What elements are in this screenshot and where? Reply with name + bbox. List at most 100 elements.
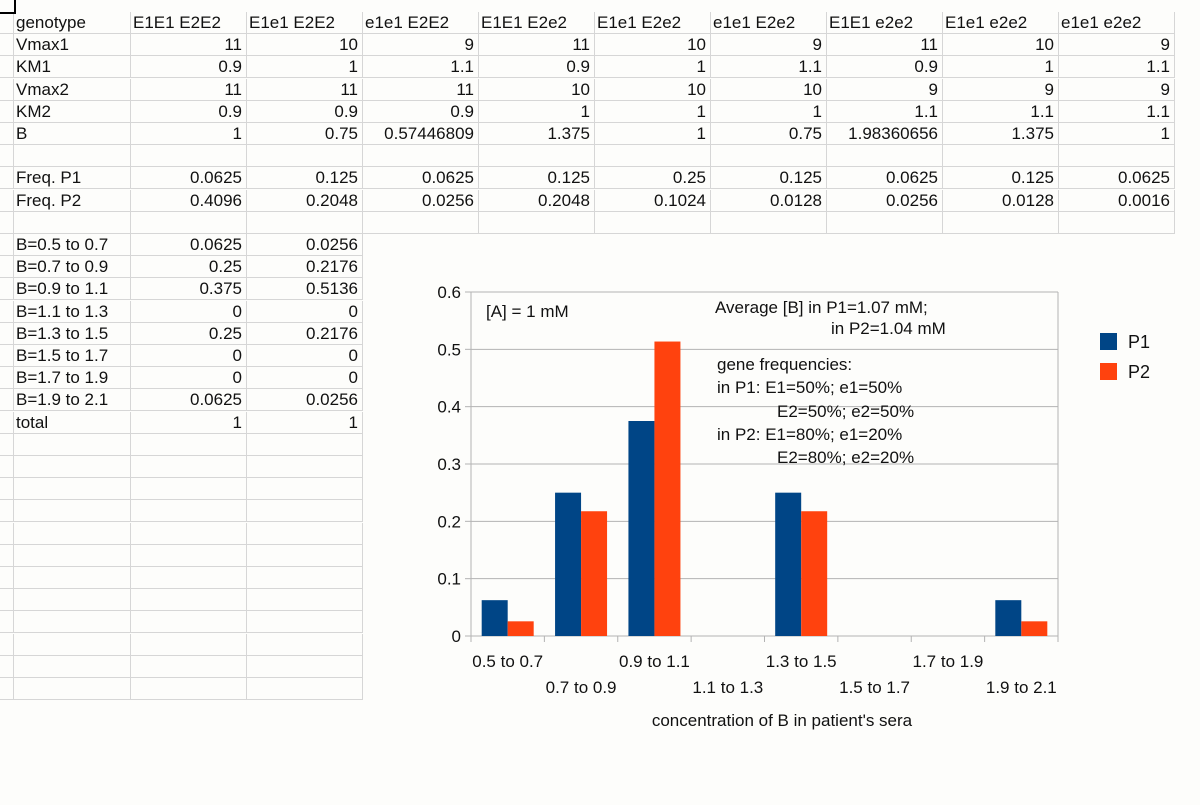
row-header-cell[interactable]	[0, 678, 14, 700]
cell[interactable]: 1	[711, 100, 827, 123]
cell[interactable]	[14, 655, 131, 678]
row-header-cell[interactable]	[0, 589, 14, 612]
cell[interactable]: 1.1	[1059, 56, 1175, 79]
cell[interactable]: 10	[479, 78, 595, 101]
cell[interactable]: KM2	[14, 100, 131, 123]
cell[interactable]: 10	[943, 34, 1059, 57]
row-header-cell[interactable]	[0, 211, 14, 234]
cell[interactable]	[827, 211, 943, 234]
cell[interactable]: 9	[1059, 34, 1175, 57]
cell[interactable]: 10	[711, 78, 827, 101]
cell[interactable]: 0.0625	[363, 167, 479, 190]
cell[interactable]: 0.9	[827, 56, 943, 79]
cell[interactable]	[131, 655, 247, 678]
cell[interactable]: 9	[711, 34, 827, 57]
cell[interactable]	[131, 589, 247, 612]
cell[interactable]: 0.0128	[711, 189, 827, 212]
cell[interactable]: KM1	[14, 56, 131, 79]
cell[interactable]: 11	[363, 78, 479, 101]
row-header-cell[interactable]	[0, 433, 14, 456]
row-header-cell[interactable]	[0, 389, 14, 412]
row-header-cell[interactable]	[0, 167, 14, 190]
cell[interactable]	[131, 145, 247, 168]
cell[interactable]: 0.9	[131, 100, 247, 123]
cell[interactable]	[14, 611, 131, 634]
cell[interactable]: 1.1	[1059, 100, 1175, 123]
cell[interactable]: E1e1 E2E2	[247, 12, 363, 34]
cell[interactable]	[14, 589, 131, 612]
row-header-cell[interactable]	[0, 234, 14, 256]
cell[interactable]	[131, 433, 247, 456]
cell[interactable]: 1	[1059, 123, 1175, 145]
cell[interactable]: 1	[131, 411, 247, 434]
cell[interactable]	[479, 211, 595, 234]
cell[interactable]: 0	[131, 367, 247, 390]
cell[interactable]: 0.0256	[247, 234, 363, 256]
cell[interactable]	[1059, 211, 1175, 234]
cell[interactable]	[14, 567, 131, 589]
cell[interactable]: Vmax1	[14, 34, 131, 57]
cell[interactable]	[14, 678, 131, 700]
row-header-cell[interactable]	[0, 34, 14, 57]
cell[interactable]	[711, 145, 827, 168]
cell[interactable]	[247, 611, 363, 634]
cell[interactable]	[131, 211, 247, 234]
row-header-cell[interactable]	[0, 655, 14, 678]
row-header-cell[interactable]	[0, 567, 14, 589]
cell[interactable]: 10	[247, 34, 363, 57]
cell[interactable]: e1e1 e2e2	[1059, 12, 1175, 34]
cell[interactable]: B=1.7 to 1.9	[14, 367, 131, 390]
cell[interactable]: 10	[595, 34, 711, 57]
cell[interactable]: E1E1 E2E2	[131, 12, 247, 34]
cell[interactable]: 11	[131, 78, 247, 101]
cell[interactable]	[943, 211, 1059, 234]
cell[interactable]: genotype	[14, 12, 131, 34]
row-header-cell[interactable]	[0, 544, 14, 567]
cell[interactable]	[131, 567, 247, 589]
cell[interactable]: 0.9	[363, 100, 479, 123]
cell[interactable]: 0.0625	[131, 234, 247, 256]
cell[interactable]: e1e1 E2e2	[711, 12, 827, 34]
cell[interactable]: B=1.9 to 2.1	[14, 389, 131, 412]
cell[interactable]	[14, 456, 131, 478]
cell[interactable]: 0	[247, 300, 363, 323]
row-header-cell[interactable]	[0, 256, 14, 279]
row-header-cell[interactable]	[0, 12, 14, 34]
cell[interactable]: 0.125	[711, 167, 827, 190]
cell[interactable]	[14, 633, 131, 656]
cell[interactable]	[943, 145, 1059, 168]
cell[interactable]: Freq. P1	[14, 167, 131, 190]
cell[interactable]: 0.125	[943, 167, 1059, 190]
cell[interactable]: 0.2048	[479, 189, 595, 212]
cell[interactable]: 1.1	[711, 56, 827, 79]
cell[interactable]: 11	[247, 78, 363, 101]
cell[interactable]: 0.2048	[247, 189, 363, 212]
cell[interactable]: 9	[943, 78, 1059, 101]
cell[interactable]: 0.5136	[247, 278, 363, 301]
row-header-cell[interactable]	[0, 345, 14, 367]
cell[interactable]: 1	[595, 100, 711, 123]
cell[interactable]	[247, 145, 363, 168]
cell[interactable]: 0.0256	[363, 189, 479, 212]
row-header-cell[interactable]	[0, 611, 14, 634]
cell[interactable]: 0.125	[479, 167, 595, 190]
cell[interactable]	[131, 544, 247, 567]
cell[interactable]: 0	[247, 367, 363, 390]
cell[interactable]: 0.0625	[131, 167, 247, 190]
cell[interactable]	[247, 478, 363, 501]
cell[interactable]: 1.1	[363, 56, 479, 79]
cell[interactable]: 1	[131, 123, 247, 145]
cell[interactable]: 0.2176	[247, 256, 363, 279]
cell[interactable]	[131, 611, 247, 634]
cell[interactable]	[14, 433, 131, 456]
cell[interactable]	[131, 522, 247, 545]
cell[interactable]	[247, 655, 363, 678]
cell[interactable]	[247, 211, 363, 234]
cell[interactable]	[247, 522, 363, 545]
row-header-cell[interactable]	[0, 300, 14, 323]
cell[interactable]: E1e1 E2e2	[595, 12, 711, 34]
cell[interactable]	[711, 211, 827, 234]
cell[interactable]: B=1.1 to 1.3	[14, 300, 131, 323]
row-header-cell[interactable]	[0, 456, 14, 478]
cell[interactable]: 0.0625	[827, 167, 943, 190]
